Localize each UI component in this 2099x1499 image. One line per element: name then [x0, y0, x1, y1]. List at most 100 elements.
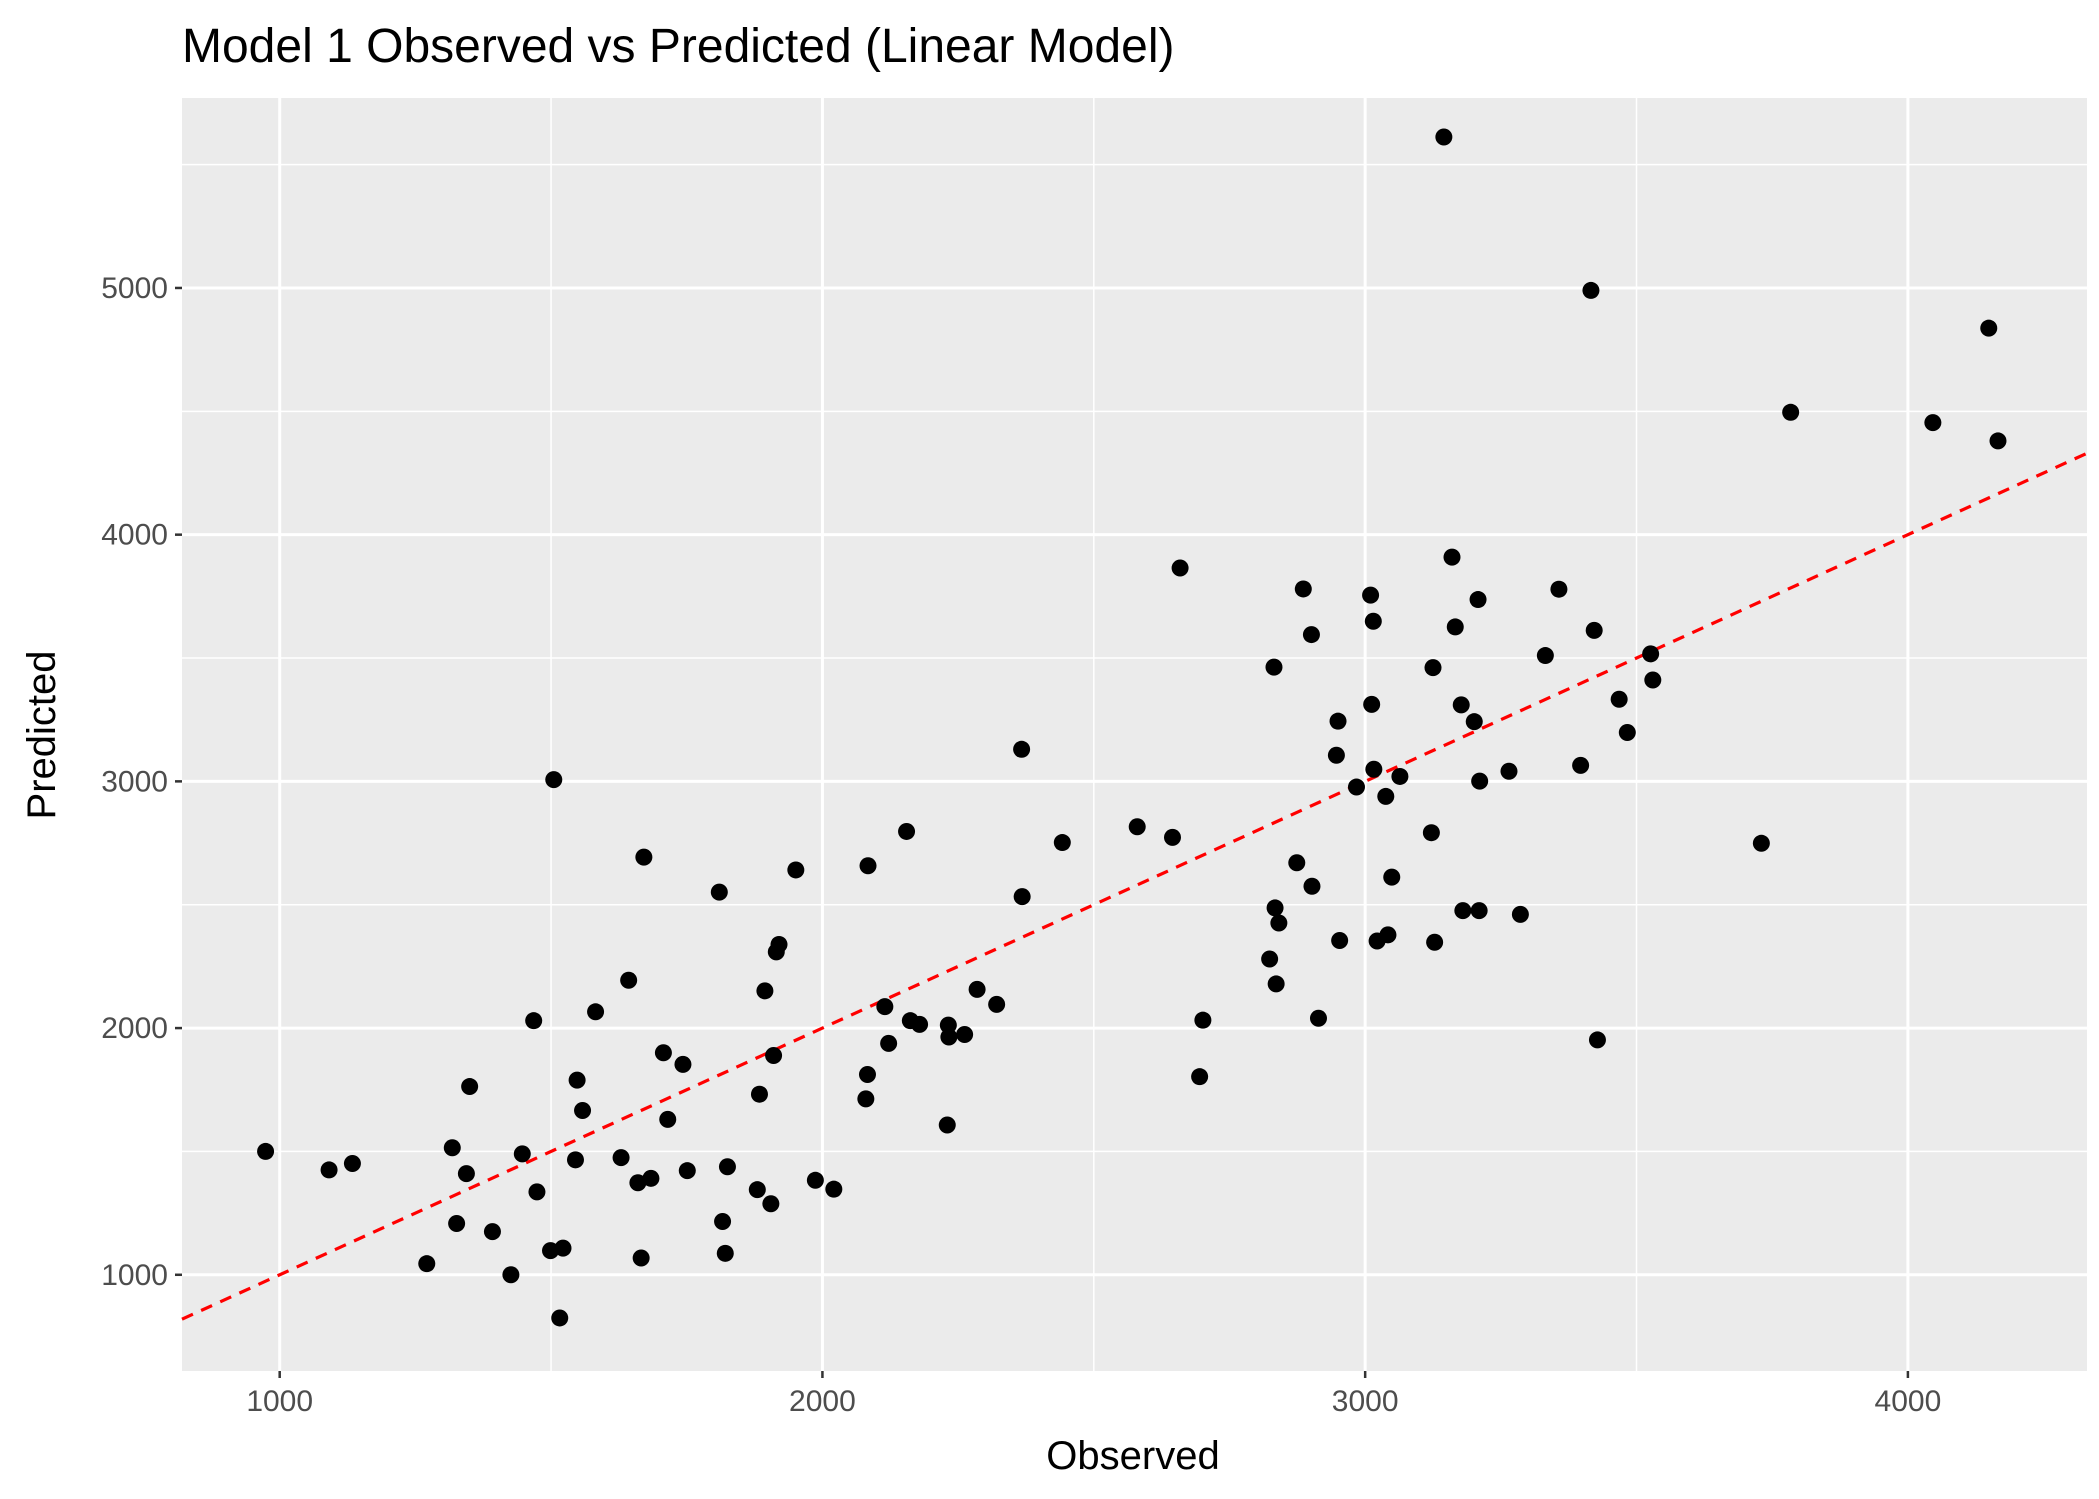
- data-point: [1642, 645, 1660, 663]
- data-point: [632, 1249, 650, 1267]
- data-point: [1550, 580, 1568, 598]
- data-point: [635, 848, 653, 866]
- data-point: [461, 1078, 479, 1096]
- data-point: [528, 1183, 546, 1201]
- data-points: [257, 128, 2007, 1327]
- plot-panel: [182, 98, 2087, 1371]
- data-point: [1469, 591, 1487, 609]
- data-point: [674, 1055, 692, 1073]
- minor-gridlines: [182, 98, 2087, 1371]
- data-point: [568, 1071, 586, 1089]
- data-point: [320, 1161, 338, 1179]
- data-point: [710, 883, 728, 901]
- data-point: [525, 1012, 543, 1030]
- data-point: [1327, 746, 1345, 764]
- data-point: [1013, 740, 1031, 758]
- reference-line-group: [181, 451, 2088, 1321]
- data-point: [1924, 414, 1942, 432]
- data-point: [1446, 618, 1464, 636]
- reference-line: [181, 451, 2088, 1321]
- data-point: [418, 1255, 436, 1273]
- data-point: [513, 1145, 531, 1163]
- data-point: [566, 1151, 584, 1169]
- data-point: [748, 1181, 766, 1199]
- data-point: [876, 998, 894, 1016]
- data-point: [988, 995, 1006, 1013]
- data-point: [502, 1266, 520, 1284]
- data-point: [1363, 695, 1381, 713]
- data-point: [1422, 824, 1440, 842]
- data-point: [750, 1085, 768, 1103]
- data-point: [1610, 690, 1628, 708]
- y-tick-label: 1000: [101, 1259, 168, 1292]
- data-point: [787, 861, 805, 879]
- data-point: [859, 857, 877, 875]
- data-point: [1471, 772, 1489, 790]
- data-point: [1989, 432, 2007, 450]
- data-point: [1454, 902, 1472, 920]
- data-point: [716, 1244, 734, 1262]
- y-axis: 1000 2000 3000 4000 5000: [101, 272, 182, 1292]
- data-point: [257, 1142, 275, 1160]
- x-axis-title: Observed: [1046, 1434, 1219, 1478]
- data-point: [911, 1015, 929, 1033]
- data-point: [574, 1101, 592, 1119]
- data-point: [343, 1155, 361, 1173]
- y-axis-title: Predicted: [20, 651, 64, 820]
- data-point: [1582, 281, 1600, 299]
- data-point: [642, 1169, 660, 1187]
- x-tick-label: 3000: [1332, 1385, 1399, 1418]
- data-point: [938, 1116, 956, 1134]
- data-point: [1511, 905, 1529, 923]
- data-point: [1536, 647, 1554, 665]
- data-point: [1500, 762, 1518, 780]
- data-point: [762, 1195, 780, 1213]
- data-point: [1379, 926, 1397, 944]
- data-point: [718, 1158, 736, 1176]
- data-point: [1331, 931, 1349, 949]
- data-point: [1267, 975, 1285, 993]
- data-point: [1377, 787, 1395, 805]
- data-point: [612, 1149, 630, 1167]
- data-point: [1294, 580, 1312, 598]
- data-point: [770, 935, 788, 953]
- data-point: [1288, 854, 1306, 872]
- data-point: [714, 1212, 732, 1230]
- data-point: [1171, 559, 1189, 577]
- data-point: [956, 1025, 974, 1043]
- x-axis: 1000 2000 3000 4000: [246, 1371, 1941, 1418]
- data-point: [457, 1165, 475, 1183]
- data-point: [1424, 659, 1442, 677]
- data-point: [659, 1110, 677, 1128]
- y-tick-label: 3000: [101, 765, 168, 798]
- y-tick-label: 4000: [101, 519, 168, 552]
- data-point: [1303, 877, 1321, 895]
- data-point: [1618, 724, 1636, 742]
- data-point: [587, 1003, 605, 1021]
- data-point: [1013, 888, 1031, 906]
- data-point: [1270, 914, 1288, 932]
- x-tick-label: 1000: [246, 1385, 313, 1418]
- data-point: [1329, 712, 1347, 730]
- data-point: [1452, 696, 1470, 714]
- data-point: [1470, 902, 1488, 920]
- data-point: [1163, 828, 1181, 846]
- data-point: [1426, 933, 1444, 951]
- data-point: [1980, 319, 1998, 337]
- data-point: [629, 1174, 647, 1192]
- data-point: [1391, 767, 1409, 785]
- data-point: [1465, 713, 1483, 731]
- chart-title: Model 1 Observed vs Predicted (Linear Mo…: [182, 20, 1174, 73]
- data-point: [1383, 868, 1401, 886]
- data-point: [1365, 760, 1383, 778]
- data-point: [825, 1180, 843, 1198]
- data-point: [1266, 899, 1284, 917]
- data-point: [1364, 612, 1382, 630]
- data-point: [545, 771, 563, 789]
- x-tick-label: 4000: [1875, 1385, 1942, 1418]
- data-point: [1302, 626, 1320, 644]
- data-point: [1194, 1011, 1212, 1029]
- major-gridlines: [182, 98, 2087, 1371]
- data-point: [1128, 818, 1146, 836]
